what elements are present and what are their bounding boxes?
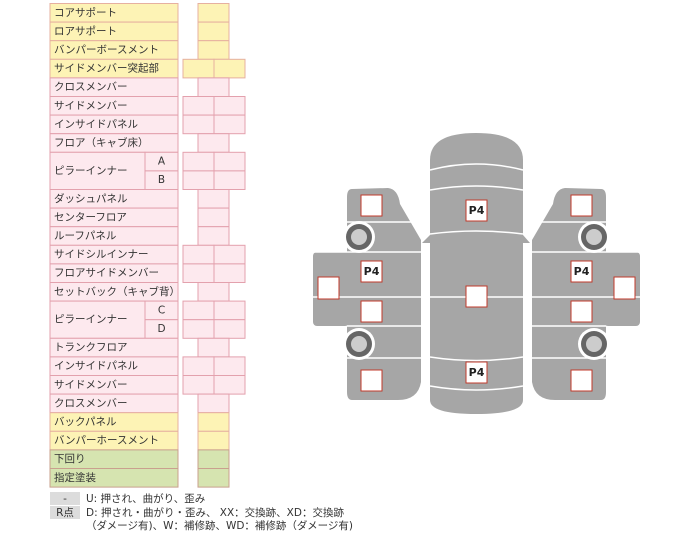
legend-key: - [63,493,67,505]
legend-text: （ダメージ有)、W：補修跡、WD：補修跡（ダメージ有) [86,519,353,532]
check-cell [197,412,230,432]
legend-key-cell [50,492,80,505]
check-cell [182,375,215,395]
check-cell [213,356,246,376]
row-label-cell [49,300,146,339]
row-label: サイドシルインナー [54,249,149,261]
check-cell [213,58,246,79]
check-cell [197,430,230,451]
check-cell [213,151,246,172]
sub-label: A [158,156,166,168]
check-cell [197,189,230,209]
check-cell [213,300,246,321]
check-cell [197,282,230,302]
check-cell [197,449,230,469]
check-cell [182,170,215,190]
check-cell [197,3,230,23]
check-cell [213,263,246,283]
row-label: セットバック（キャブ背） [54,285,180,298]
check-cell [197,133,230,153]
row-label: ロアサポート [54,25,117,37]
check-cell [182,114,215,135]
row-label: バックパネル [54,416,116,428]
box-label: P4 [469,204,485,217]
row-label: フロアサイドメンバー [54,267,159,279]
car-diagram: P4 P4 P4 P4 [312,133,641,414]
sub-label: B [158,174,165,186]
check-cell [197,40,230,60]
row-label: ピラーインナー [54,165,128,177]
sub-label: C [158,304,165,316]
legend-key-cell [50,506,80,519]
legend-text: D: 押され・曲がり・歪み、 XX：交換跡、XD：交換跡 [86,506,344,519]
check-cell [197,207,230,228]
row-label: ピラーインナー [54,314,128,326]
check-cell [182,58,215,79]
check-cell [197,337,230,358]
row-label: インサイドパネル [54,360,138,372]
row-label: ルーフパネル [54,230,116,242]
row-label: クロスメンバー [54,397,128,409]
check-cell [182,356,215,376]
check-cell [213,114,246,135]
check-cell [182,319,215,339]
check-cell [213,319,246,339]
row-label: サイドメンバー [54,379,128,391]
legend-text: U: 押され、曲がり、歪み [86,492,205,505]
row-label-cell [49,468,179,488]
row-label: コアサポート [54,7,117,19]
check-cell [197,226,230,246]
check-cell [197,77,230,98]
row-label-cell [49,151,146,191]
row-label: フロア（キャブ床） [54,136,149,149]
check-cell [182,96,215,116]
row-label: トランクフロア [54,342,128,354]
check-cell [197,468,230,488]
box-label: P4 [469,366,485,379]
row-label: ダッシュパネル [54,192,128,205]
check-cell [182,300,215,321]
check-cell [197,393,230,414]
row-label: サイドメンバー突起部 [54,62,159,75]
row-label: バンパーボースメント [54,44,159,56]
row-label: サイドメンバー [54,100,128,112]
row-label: センターフロア [54,211,127,223]
row-label: 下回り [54,453,86,465]
check-cell [182,151,215,172]
check-cell [213,170,246,190]
check-cell [182,244,215,265]
check-cell [197,21,230,42]
box-label: P4 [574,265,590,278]
check-cell [182,263,215,283]
legend-key: R点 [56,507,74,519]
check-cell [213,244,246,265]
row-label: バンパーホースメント [54,435,159,447]
row-label: クロスメンバー [54,81,128,93]
check-cell [213,375,246,395]
row-label: 指定塗装 [54,471,96,484]
row-label: インサイドパネル [54,118,138,130]
check-cell [213,96,246,116]
sub-label: D [157,323,165,335]
box-label: P4 [364,265,380,278]
